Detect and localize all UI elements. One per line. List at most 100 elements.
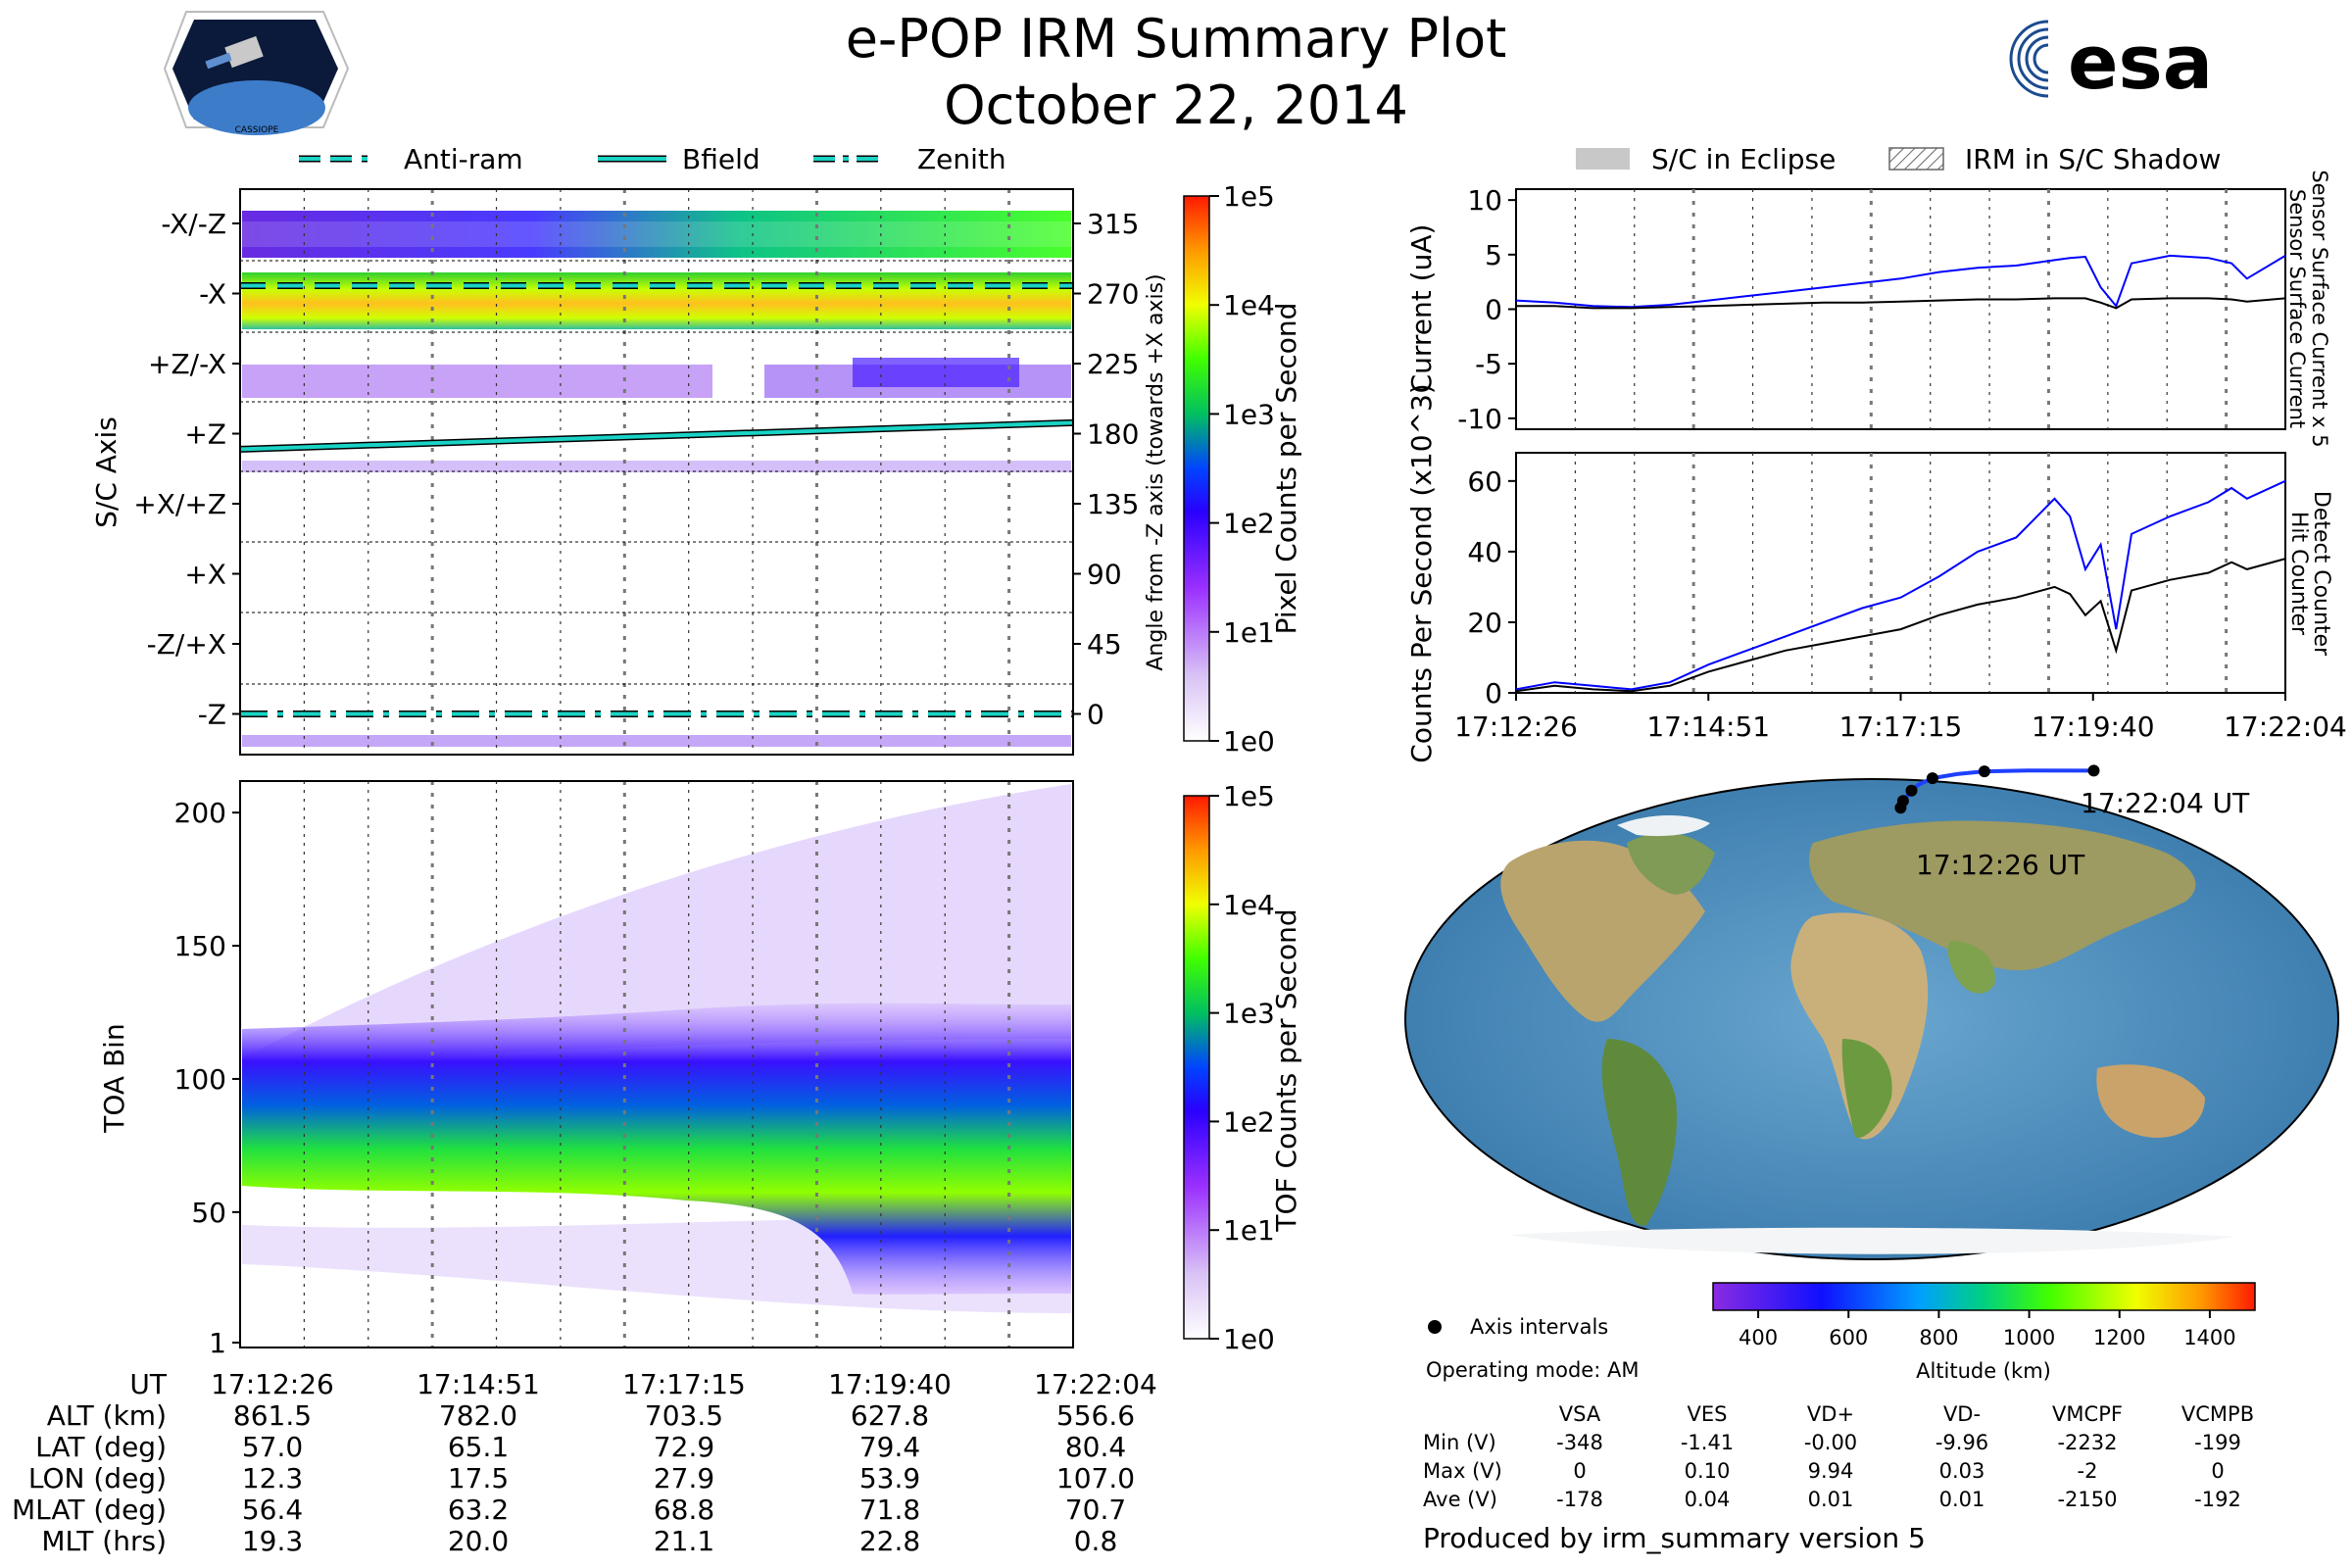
ephemeris-cell: 861.5 <box>233 1399 312 1432</box>
ephemeris-cell: 68.8 <box>654 1494 714 1526</box>
voltage-cell: -2 <box>2078 1459 2098 1483</box>
pixel-ylabel: S/C Axis <box>90 416 122 528</box>
cur-ytick-label: -10 <box>1457 403 1502 435</box>
cnt-ytick-label: 0 <box>1485 677 1502 710</box>
ephemeris-cell: 21.1 <box>654 1525 714 1557</box>
current-right-label-1: Sensor Surface Current x 5 <box>2308 170 2331 447</box>
world-map-panel: 17:12:26 UT 17:22:04 UT <box>1404 764 2339 1260</box>
pixel-rtick-label: 270 <box>1087 278 1139 311</box>
map-label-start: 17:12:26 UT <box>1916 849 2085 881</box>
cnt-ytick-label: 20 <box>1467 607 1502 639</box>
ephemeris-table: UT 17:12:26 17:14:51 17:17:15 17:19:40 17:22:… <box>12 1368 1157 1557</box>
altitude-cbtick-label: 800 <box>1919 1326 1958 1349</box>
ephemeris-cell: 20.0 <box>448 1525 509 1557</box>
voltage-row-label: Max (V) <box>1423 1459 1502 1483</box>
ephemeris-cell: 79.4 <box>859 1431 920 1463</box>
cur-ytick-label: 5 <box>1485 239 1502 271</box>
pixel-colorbar: 1e5 1e4 1e3 1e2 1e1 1e0 Pixel Counts per Seco… <box>1183 180 1302 758</box>
svg-text:Anti-ram: Anti-ram <box>404 143 523 175</box>
ephemeris-cell: 627.8 <box>851 1399 929 1432</box>
cur-series-sensor-surface-current-x-5 <box>1515 254 2286 309</box>
pixel-rtick-label: 315 <box>1087 208 1139 240</box>
pixel-cbtick-label: 1e4 <box>1223 289 1275 321</box>
counts-ylabel: Counts Per Second (x10^3) <box>1405 383 1438 762</box>
ephemeris-row-label: UT <box>129 1368 167 1400</box>
legend-eclipse: S/C in Eclipse <box>1576 143 1836 175</box>
ephemeris-cell: 17:12:26 <box>211 1368 334 1400</box>
ephemeris-row-label: ALT (km) <box>47 1399 167 1432</box>
voltage-cell: -348 <box>1556 1431 1603 1454</box>
voltage-cell: 0.04 <box>1685 1488 1731 1511</box>
cnt-series-hit-counter <box>1515 558 2286 693</box>
ephemeris-cell: 703.5 <box>645 1399 723 1432</box>
pixel-ytick-label: -Z/+X <box>147 628 226 661</box>
pixel-band-xz <box>242 211 1071 258</box>
map-interval-marker <box>1926 772 1938 785</box>
tof-cbtick-label: 1e1 <box>1223 1214 1275 1247</box>
page-title: e-POP IRM Summary Plot <box>846 8 1507 70</box>
cnt-ytick-label: 40 <box>1467 536 1502 568</box>
page-date: October 22, 2014 <box>944 74 1408 136</box>
voltage-cell: -199 <box>2194 1431 2241 1454</box>
esa-logo-text: esa <box>2068 19 2213 106</box>
ephemeris-cell: 22.8 <box>859 1525 920 1557</box>
tof-colorbar-label: TOF Counts per Second <box>1270 908 1302 1232</box>
voltage-cell: 0 <box>1573 1459 1586 1483</box>
pixel-rtick-label: 180 <box>1087 418 1139 451</box>
cnt-xtick-label: 17:22:04 <box>2224 710 2347 743</box>
voltage-header: VSA <box>1559 1402 1601 1426</box>
ephemeris-cell: 12.3 <box>242 1462 303 1494</box>
axis-intervals-legend: Axis intervals <box>1428 1315 1608 1339</box>
pixel-cbtick-label: 1e3 <box>1223 398 1275 430</box>
tof-ytick-label: 200 <box>174 797 226 829</box>
ephemeris-cell: 80.4 <box>1065 1431 1126 1463</box>
counts-right-label-1: Detect Counter <box>2309 491 2333 657</box>
pixel-cbtick-label: 1e0 <box>1223 725 1275 758</box>
tof-ylabel: TOA Bin <box>98 1023 130 1133</box>
pixel-line-bfield <box>239 420 1074 452</box>
ephemeris-cell: 17:19:40 <box>828 1368 952 1400</box>
pixel-right-ylabel: Angle from -Z axis (towards +X axis) <box>1144 273 1168 670</box>
ephemeris-cell: 57.0 <box>242 1431 303 1463</box>
cnt-xtick-label: 17:19:40 <box>2032 710 2155 743</box>
tof-ytick-label: 50 <box>191 1197 226 1229</box>
esa-logo: esa <box>2009 19 2213 106</box>
map-label-end: 17:22:04 UT <box>2081 787 2250 819</box>
ephemeris-row-label: MLAT (deg) <box>12 1494 167 1526</box>
pixel-ytick-label: +X <box>184 559 226 591</box>
voltage-cell: -2232 <box>2057 1431 2117 1454</box>
tof-cbtick-label: 1e4 <box>1223 889 1275 921</box>
pixel-ytick-label: +Z/-X <box>148 348 226 380</box>
current-ylabel: Current (uA) <box>1405 224 1438 394</box>
voltage-header: VMCPF <box>2052 1402 2123 1426</box>
cur-ytick-label: 10 <box>1467 184 1502 217</box>
legend-shadow: IRM in S/C Shadow <box>1888 143 2221 175</box>
ephemeris-cell: 70.7 <box>1065 1494 1126 1526</box>
tof-cbtick-label: 1e3 <box>1223 998 1275 1030</box>
altitude-cbtick-label: 600 <box>1829 1326 1868 1349</box>
ephemeris-cell: 63.2 <box>448 1494 509 1526</box>
ephemeris-cell: 107.0 <box>1056 1462 1135 1494</box>
altitude-cbtick-label: 1200 <box>2093 1326 2145 1349</box>
tof-ytick-label: 150 <box>174 930 226 962</box>
tof-main-band <box>242 1003 1071 1295</box>
altitude-cbtick-label: 400 <box>1739 1326 1778 1349</box>
ephemeris-row-label: LON (deg) <box>28 1462 167 1494</box>
pixel-cbtick-label: 1e5 <box>1223 180 1275 213</box>
voltage-cell: 0.01 <box>1808 1488 1854 1511</box>
cnt-series-detect-counter <box>1515 479 2286 691</box>
svg-text:IRM in S/C Shadow: IRM in S/C Shadow <box>1965 143 2221 175</box>
altitude-cbtick-label: 1400 <box>2183 1326 2235 1349</box>
voltage-cell: 0 <box>2211 1459 2224 1483</box>
pixel-colorbar-label: Pixel Counts per Second <box>1270 303 1302 635</box>
legend-top-right: S/C in Eclipse IRM in S/C Shadow <box>1576 143 2221 175</box>
pixel-rtick-label: 225 <box>1087 348 1139 380</box>
ephemeris-cell: 17.5 <box>448 1462 509 1494</box>
svg-text:Zenith: Zenith <box>917 143 1006 175</box>
map-interval-marker <box>2087 764 2100 777</box>
cnt-xtick-label: 17:12:26 <box>1454 710 1578 743</box>
axis-intervals-marker <box>1428 1320 1442 1334</box>
ephemeris-cell: 53.9 <box>859 1462 920 1494</box>
